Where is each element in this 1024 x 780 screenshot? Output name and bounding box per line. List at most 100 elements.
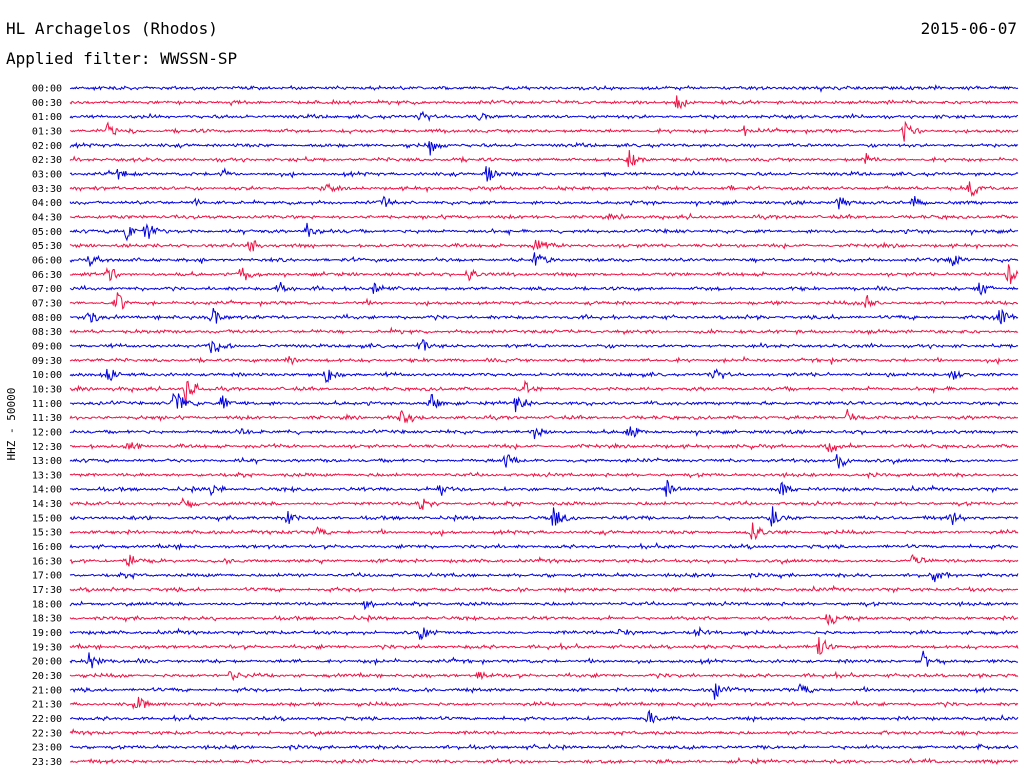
trace-0930 <box>69 355 1019 366</box>
time-tick-label: 13:00 <box>32 456 62 467</box>
time-tick-labels: 00:00 00:30 01:00 01:30 02:00 02:30 03:00 03:30… <box>32 84 62 769</box>
trace-1230 <box>69 441 1019 453</box>
time-tick-label: 07:30 <box>32 298 62 309</box>
time-tick-label: 06:30 <box>32 270 62 281</box>
time-tick-label: 13:30 <box>32 470 62 481</box>
time-tick-label: 09:00 <box>32 341 62 352</box>
time-tick-label: 21:30 <box>32 700 62 711</box>
time-tick-label: 18:30 <box>32 614 62 625</box>
time-tick-label: 22:00 <box>32 714 62 725</box>
trace-1200 <box>69 426 1019 440</box>
trace-1330 <box>69 471 1019 480</box>
time-tick-label: 05:30 <box>32 241 62 252</box>
trace-0800 <box>70 307 1019 325</box>
trace-0400 <box>69 195 1019 210</box>
trace-0100 <box>69 110 1019 122</box>
time-tick-label: 20:00 <box>32 657 62 668</box>
trace-1000 <box>69 368 1019 384</box>
time-tick-label: 01:00 <box>32 112 62 123</box>
time-tick-label: 02:00 <box>32 141 62 152</box>
trace-0730 <box>69 292 1018 310</box>
trace-2030 <box>69 670 1019 682</box>
time-tick-label: 01:30 <box>32 126 62 137</box>
trace-1630 <box>69 553 1019 567</box>
trace-2330 <box>69 756 1019 766</box>
time-tick-label: 03:30 <box>32 184 62 195</box>
time-tick-label: 07:00 <box>32 284 62 295</box>
trace-1730 <box>69 584 1019 594</box>
time-tick-label: 00:30 <box>32 98 62 109</box>
time-tick-label: 10:00 <box>32 370 62 381</box>
trace-1100 <box>69 392 1019 413</box>
time-tick-label: 18:00 <box>32 599 62 610</box>
time-tick-label: 19:00 <box>32 628 62 639</box>
plot-date: 2015-06-07 <box>920 19 1017 38</box>
trace-2000 <box>69 650 1019 669</box>
time-tick-label: 08:00 <box>32 313 62 324</box>
trace-2130 <box>69 696 1019 710</box>
trace-0230 <box>69 149 1019 167</box>
trace-1700 <box>69 571 1019 583</box>
trace-1530 <box>69 522 1019 541</box>
trace-0900 <box>69 338 1019 354</box>
trace-0300 <box>69 166 1019 182</box>
time-tick-label: 15:00 <box>32 513 62 524</box>
trace-1400 <box>69 479 1019 497</box>
time-tick-label: 08:30 <box>32 327 62 338</box>
time-tick-label: 20:30 <box>32 671 62 682</box>
time-tick-label: 05:00 <box>32 227 62 238</box>
trace-1030 <box>69 379 1019 405</box>
trace-0700 <box>69 281 1019 296</box>
time-tick-label: 10:30 <box>32 384 62 395</box>
time-tick-label: 00:00 <box>32 84 62 95</box>
time-tick-label: 17:30 <box>32 585 62 596</box>
time-tick-label: 14:30 <box>32 499 62 510</box>
trace-0030 <box>69 95 1019 110</box>
trace-0000 <box>69 84 1019 93</box>
trace-2230 <box>69 728 1019 738</box>
time-tick-label: 16:00 <box>32 542 62 553</box>
time-tick-label: 15:30 <box>32 528 62 539</box>
trace-0430 <box>69 212 1018 221</box>
trace-2300 <box>69 742 1019 752</box>
time-tick-label: 21:00 <box>32 685 62 696</box>
time-tick-label: 23:00 <box>32 743 62 754</box>
trace-0600 <box>69 252 1019 267</box>
trace-0530 <box>69 239 1019 253</box>
trace-0330 <box>69 181 1018 197</box>
time-tick-label: 14:00 <box>32 485 62 496</box>
trace-0630 <box>69 264 1019 285</box>
trace-1500 <box>69 506 1019 527</box>
trace-1600 <box>69 541 1019 551</box>
time-tick-label: 22:30 <box>32 728 62 739</box>
time-tick-label: 03:00 <box>32 169 62 180</box>
trace-1130 <box>69 409 1019 424</box>
time-tick-label: 11:00 <box>32 399 62 410</box>
time-tick-label: 09:30 <box>32 356 62 367</box>
filter-label: Applied filter: WWSSN-SP <box>6 49 238 68</box>
time-tick-label: 06:00 <box>32 255 62 266</box>
time-tick-label: 04:00 <box>32 198 62 209</box>
trace-1430 <box>69 497 1019 510</box>
trace-1930 <box>69 637 1019 655</box>
trace-2200 <box>69 709 1019 724</box>
time-tick-label: 02:30 <box>32 155 62 166</box>
time-tick-label: 23:30 <box>32 757 62 768</box>
time-tick-label: 17:00 <box>32 571 62 582</box>
time-tick-label: 12:30 <box>32 442 62 453</box>
time-tick-label: 12:00 <box>32 427 62 438</box>
trace-2100 <box>69 683 1019 700</box>
trace-1300 <box>69 454 1019 469</box>
time-tick-label: 04:30 <box>32 212 62 223</box>
time-tick-label: 11:30 <box>32 413 62 424</box>
trace-1900 <box>69 625 1019 641</box>
trace-0500 <box>69 222 1019 242</box>
trace-0830 <box>69 326 1019 336</box>
trace-0200 <box>69 141 1019 156</box>
time-tick-label: 16:30 <box>32 556 62 567</box>
trace-1800 <box>69 600 1019 611</box>
time-tick-label: 19:30 <box>32 642 62 653</box>
station-title: HL Archagelos (Rhodos) <box>6 19 218 38</box>
seismic-traces <box>69 84 1019 766</box>
